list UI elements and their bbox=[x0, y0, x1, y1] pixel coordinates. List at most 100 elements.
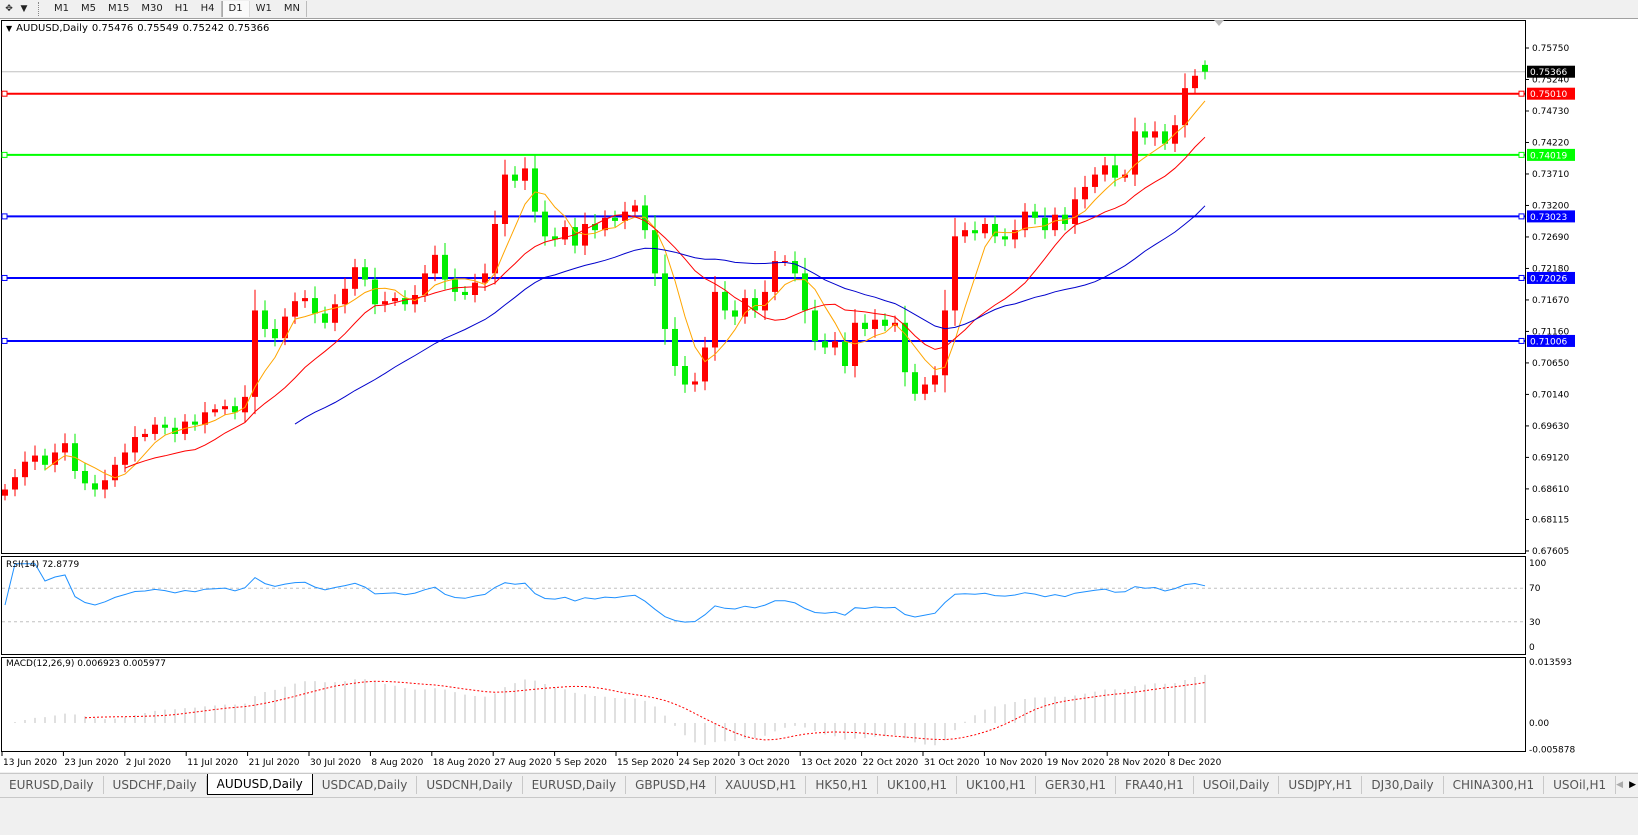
date-tick-label: 19 Nov 2020 bbox=[1047, 758, 1105, 768]
chart-tab[interactable]: GER30,H1 bbox=[1036, 776, 1116, 794]
chart-tab[interactable]: USDCAD,Daily bbox=[313, 776, 418, 794]
candle-body bbox=[1012, 230, 1018, 240]
date-tick-label: 13 Oct 2020 bbox=[801, 758, 857, 768]
price-tick-label: 0.71160 bbox=[1532, 327, 1569, 337]
candle-body bbox=[322, 313, 328, 323]
price-tick-label: 0.68115 bbox=[1532, 515, 1569, 525]
chart-background bbox=[0, 19, 1638, 772]
level-handle-right bbox=[1518, 213, 1525, 220]
candle-body bbox=[942, 310, 948, 376]
bottom-panel bbox=[0, 797, 1638, 835]
candle-body bbox=[1202, 64, 1208, 72]
price-tick-label: 0.71670 bbox=[1532, 296, 1569, 306]
candle-body bbox=[932, 375, 938, 385]
timeframe-m30[interactable]: M30 bbox=[141, 3, 163, 14]
chart-tab[interactable]: USOil,H1 bbox=[1544, 776, 1617, 794]
timeframe-m5[interactable]: M5 bbox=[81, 3, 96, 14]
candle-body bbox=[292, 301, 298, 317]
chart-tab[interactable]: DJ30,Daily bbox=[1362, 776, 1444, 794]
candle-body bbox=[302, 298, 308, 302]
chart-tab[interactable]: EURUSD,Daily bbox=[0, 776, 104, 794]
candle-body bbox=[802, 273, 808, 311]
level-handle-right bbox=[1518, 90, 1525, 97]
collapse-triangle-icon[interactable]: ▼ bbox=[6, 24, 13, 33]
candle-body bbox=[392, 298, 398, 302]
candle-body bbox=[262, 310, 268, 329]
symbol-label: AUDUSD,Daily bbox=[16, 23, 88, 34]
chart-tab[interactable]: USDJPY,H1 bbox=[1279, 776, 1363, 794]
dropdown-arrow-icon[interactable]: ▼ bbox=[20, 4, 28, 14]
candle-body bbox=[762, 291, 768, 311]
chart-tab[interactable]: EURUSD,Daily bbox=[523, 776, 627, 794]
candle-body bbox=[542, 211, 548, 237]
candle-body bbox=[632, 205, 638, 212]
candle-body bbox=[622, 211, 628, 221]
chart-tab[interactable]: USDCHF,Daily bbox=[104, 776, 207, 794]
chart-tab[interactable]: USDCNH,Daily bbox=[417, 776, 523, 794]
price-tick-label: 0.69630 bbox=[1532, 422, 1569, 432]
ma-fast-line bbox=[44, 100, 1206, 479]
candle-body bbox=[102, 480, 108, 490]
candle-body bbox=[332, 304, 338, 323]
macd-signal-line bbox=[84, 680, 1206, 741]
timeframe-h1[interactable]: H1 bbox=[174, 3, 189, 14]
candle-body bbox=[1032, 211, 1038, 218]
chart-tab[interactable]: UK100,H1 bbox=[878, 776, 957, 794]
timeframe-m15[interactable]: M15 bbox=[108, 3, 130, 14]
rsi-axis-label: 0 bbox=[1529, 643, 1535, 653]
chart-tab[interactable]: XAUUSD,H1 bbox=[716, 776, 807, 794]
candle-body bbox=[1192, 75, 1198, 89]
macd-axis-label: 0.013593 bbox=[1529, 658, 1572, 668]
timeframe-m1[interactable]: M1 bbox=[54, 3, 69, 14]
candle-body bbox=[1052, 214, 1058, 231]
candle-body bbox=[992, 223, 998, 237]
date-tick-label: 8 Dec 2020 bbox=[1170, 758, 1222, 768]
candle-body bbox=[1002, 236, 1008, 240]
timeframe-mn[interactable]: MN bbox=[278, 1, 307, 17]
candle-body bbox=[362, 267, 368, 280]
chart-tab[interactable]: USOil,Daily bbox=[1194, 776, 1280, 794]
candle-body bbox=[922, 384, 928, 394]
candle-body bbox=[92, 483, 98, 490]
chart-tab[interactable]: FRA40,H1 bbox=[1116, 776, 1194, 794]
candle-body bbox=[12, 477, 18, 490]
candle-body bbox=[532, 168, 538, 212]
candle-body bbox=[192, 421, 198, 425]
macd-axis-label: -0.005878 bbox=[1529, 745, 1575, 755]
price-tick-label: 0.72180 bbox=[1532, 264, 1569, 274]
ohlc-close: 0.75366 bbox=[227, 23, 270, 34]
timeframe-d1[interactable]: D1 bbox=[221, 1, 250, 17]
candle-body bbox=[902, 322, 908, 373]
timeframe-h4[interactable]: H4 bbox=[195, 1, 222, 17]
candle-body bbox=[412, 295, 418, 305]
price-tick-label: 0.75240 bbox=[1532, 75, 1569, 85]
chart-tab[interactable]: CHINA300,H1 bbox=[1444, 776, 1545, 794]
chart-tab[interactable]: AUDUSD,Daily bbox=[206, 774, 313, 795]
rsi-label: RSI(14) 72.8779 bbox=[6, 560, 80, 570]
candle-body bbox=[1162, 131, 1168, 144]
candle-body bbox=[852, 322, 858, 367]
date-tick-label: 30 Jul 2020 bbox=[310, 758, 361, 768]
chart-tab[interactable]: UK100,H1 bbox=[957, 776, 1037, 794]
chart-tab[interactable]: HK50,H1 bbox=[806, 776, 878, 794]
chart-tab[interactable]: GBPUSD,H4 bbox=[626, 776, 716, 794]
level-handle-left bbox=[1, 90, 8, 97]
candle-body bbox=[482, 273, 488, 283]
main-panel-border bbox=[1, 20, 1526, 554]
candle-body bbox=[452, 279, 458, 292]
price-tick-label: 0.69120 bbox=[1532, 453, 1569, 463]
scroll-right-icon[interactable]: ▶ bbox=[1629, 780, 1636, 790]
candle-body bbox=[232, 406, 238, 413]
candle-body bbox=[692, 381, 698, 385]
scroll-left-icon[interactable]: ◀ bbox=[1616, 780, 1624, 790]
timeframe-w1[interactable]: W1 bbox=[255, 3, 272, 14]
price-tick-label: 0.74220 bbox=[1532, 138, 1569, 148]
candle-body bbox=[1112, 165, 1118, 178]
candle-body bbox=[1102, 165, 1108, 175]
ma-slow-line bbox=[294, 205, 1206, 425]
level-price-badge bbox=[1527, 148, 1575, 161]
crosshair-icon[interactable]: ✥ bbox=[5, 4, 13, 14]
candle-body bbox=[562, 227, 568, 240]
candle-body bbox=[112, 464, 118, 481]
